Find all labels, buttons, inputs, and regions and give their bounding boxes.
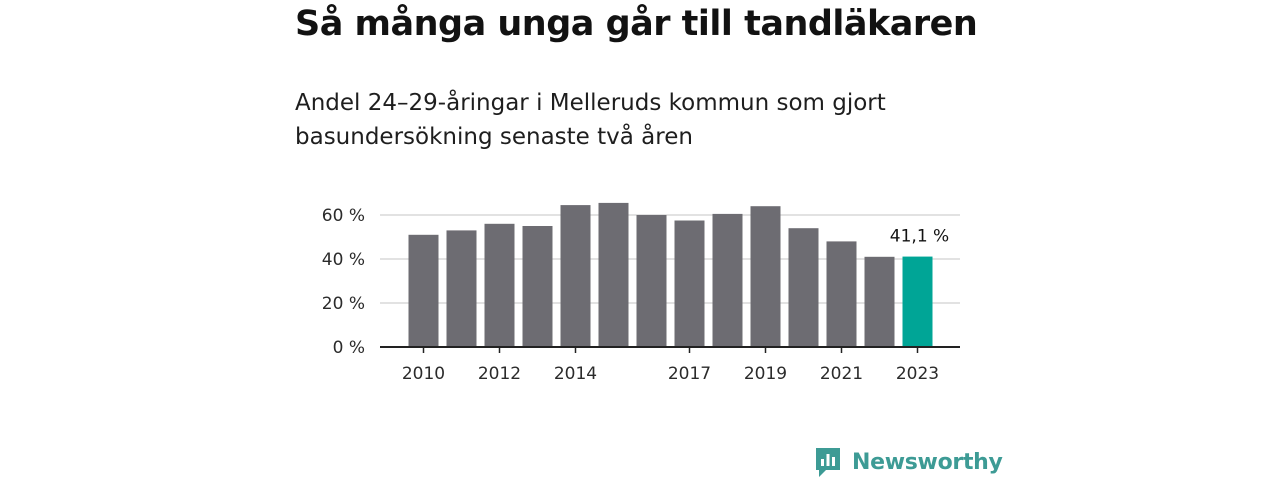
bar (408, 234, 439, 347)
brand-logo: Newsworthy (814, 446, 1003, 478)
x-tick-label: 2019 (744, 364, 787, 384)
chart-title: Så många unga går till tandläkaren (295, 4, 978, 44)
bar (788, 228, 819, 347)
bar (484, 223, 515, 347)
bar (826, 241, 857, 347)
bar (674, 220, 705, 347)
x-tick-label: 2021 (820, 364, 863, 384)
data-label: 41,1 % (890, 227, 949, 247)
bar (750, 206, 781, 347)
brand-name: Newsworthy (852, 449, 1003, 475)
chart-subtitle: Andel 24–29-åringar i Melleruds kommun s… (295, 90, 886, 150)
y-tick-label: 0 % (333, 338, 365, 358)
bar (864, 256, 895, 347)
newsworthy-logo-icon (816, 448, 840, 477)
bar (560, 205, 591, 347)
x-tick-label: 2012 (478, 364, 521, 384)
bar (902, 256, 933, 347)
x-tick-label: 2023 (896, 364, 939, 384)
bar (522, 226, 553, 347)
bar (712, 213, 743, 347)
bar-chart: 0 % 20 % 40 % 60 % 41,1 % 2010 2012 2014 2017 201… (322, 202, 960, 384)
x-tick-label: 2017 (668, 364, 711, 384)
bar (598, 202, 629, 347)
y-tick-label: 60 % (322, 206, 365, 226)
y-tick-label: 20 % (322, 294, 365, 314)
x-tick-label: 2014 (554, 364, 597, 384)
x-tick-label: 2010 (402, 364, 445, 384)
bar (636, 215, 667, 347)
bar (446, 230, 477, 347)
y-tick-label: 40 % (322, 250, 365, 270)
